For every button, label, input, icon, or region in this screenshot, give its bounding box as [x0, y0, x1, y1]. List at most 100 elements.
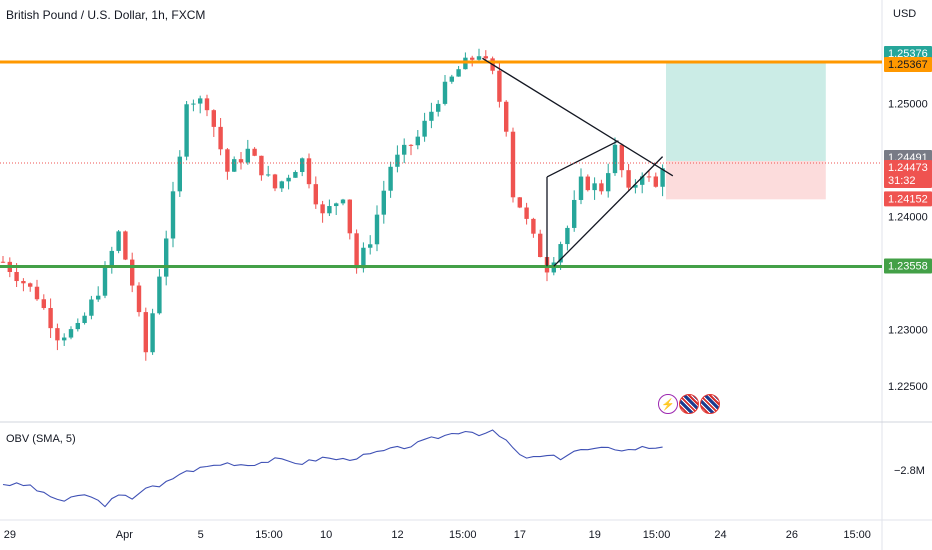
- candle-body: [374, 214, 380, 245]
- candle-body: [517, 197, 522, 208]
- long-position-stop-zone: [666, 161, 826, 200]
- candle-body: [41, 299, 46, 309]
- candle-body: [0, 261, 6, 263]
- candle-body: [136, 285, 142, 313]
- candle-body: [306, 158, 312, 185]
- candle-body: [504, 101, 509, 132]
- candle-body: [347, 199, 352, 234]
- candle-body: [170, 191, 176, 239]
- candle-body: [640, 176, 645, 185]
- candle-body: [402, 144, 407, 155]
- candle-body: [116, 231, 121, 251]
- candle-body: [320, 204, 325, 214]
- candle-body: [21, 281, 26, 284]
- obv-series-line: [2, 429, 663, 508]
- candle-body: [198, 98, 203, 104]
- candle-body: [565, 227, 570, 245]
- candle-body: [218, 126, 223, 150]
- candle-body: [653, 176, 658, 187]
- candle-body: [293, 171, 298, 178]
- candle-body: [14, 271, 19, 282]
- candle-body: [272, 174, 278, 189]
- candle-body: [89, 299, 94, 316]
- candle-body: [164, 238, 169, 277]
- candle-body: [646, 176, 652, 178]
- candle-body: [245, 148, 250, 163]
- candle-body: [470, 57, 475, 60]
- candle-body: [456, 69, 461, 77]
- candle-body: [68, 329, 74, 338]
- candle-body: [300, 158, 305, 172]
- lightning-icon[interactable]: ⚡: [658, 394, 678, 414]
- support-line-price-label: 1.23558: [888, 260, 928, 272]
- candle-body: [558, 244, 563, 263]
- uk-flag-icon[interactable]: [700, 394, 720, 414]
- x-tick-label: 15:00: [255, 529, 283, 541]
- candle-body: [232, 159, 237, 172]
- candle-body: [633, 184, 638, 188]
- candle-body: [75, 322, 80, 330]
- candle-body: [225, 149, 230, 172]
- obv-indicator-label[interactable]: OBV (SMA, 5): [6, 433, 76, 445]
- candle-body: [150, 313, 155, 353]
- y-tick-label: 1.24000: [888, 212, 928, 224]
- candle-body: [259, 155, 264, 176]
- x-tick-label: 24: [714, 529, 726, 541]
- candle-body: [340, 199, 346, 204]
- x-tick-label: 29: [4, 529, 16, 541]
- obv-tick-label: −2.8M: [894, 465, 925, 477]
- resistance-line-price-tag: [884, 56, 932, 72]
- candle-body: [381, 190, 386, 215]
- candle-body: [578, 176, 584, 200]
- candle-body: [368, 244, 373, 248]
- trend-line: [553, 156, 664, 267]
- candle-body: [286, 177, 291, 182]
- last-price-price-label: 1.24473: [888, 162, 928, 174]
- y-tick-label: 1.25000: [888, 98, 928, 110]
- candle-body: [157, 276, 162, 314]
- uk-flag-icon[interactable]: [679, 394, 699, 414]
- candle-body: [612, 144, 618, 174]
- x-tick-label: 17: [514, 529, 526, 541]
- candle-body: [361, 247, 366, 269]
- y-tick-label: 1.23000: [888, 325, 928, 337]
- candle-body: [408, 144, 414, 146]
- candle-body: [177, 156, 182, 192]
- candle-body: [572, 199, 577, 228]
- candle-body: [266, 174, 271, 176]
- last-price-price-tag: [884, 160, 932, 189]
- candle-body: [388, 166, 393, 191]
- candle-body: [592, 183, 597, 191]
- candle-body: [279, 181, 284, 189]
- candle-body: [442, 81, 448, 104]
- x-tick-label: 15:00: [843, 529, 871, 541]
- candle-body: [184, 104, 189, 157]
- x-tick-label: 15:00: [643, 529, 671, 541]
- stop-loss-price-tag: [884, 191, 932, 207]
- candle-body: [606, 173, 611, 192]
- candle-body: [524, 207, 529, 219]
- x-tick-label: 19: [589, 529, 601, 541]
- candle-body: [395, 154, 400, 167]
- candle-body: [422, 120, 427, 137]
- candle-body: [585, 176, 590, 191]
- chart-title: British Pound / U.S. Dollar, 1h, FXCM: [6, 8, 206, 22]
- candle-body: [48, 308, 53, 329]
- candle-body: [252, 148, 257, 156]
- candle-body: [497, 70, 502, 102]
- candle-body: [211, 110, 216, 127]
- bar-countdown-label: 31:32: [888, 175, 916, 187]
- candle-body: [28, 283, 33, 287]
- long-target-price-label: 1.25376: [888, 48, 928, 60]
- candle-body: [429, 111, 434, 121]
- x-tick-label: 15:00: [449, 529, 477, 541]
- stop-loss-price-label: 1.24152: [888, 193, 928, 205]
- support-line-price-tag: [884, 258, 932, 274]
- candle-body: [109, 250, 114, 266]
- x-tick-label: 26: [786, 529, 798, 541]
- candle-body: [130, 259, 135, 286]
- candle-body: [123, 231, 128, 260]
- candle-body: [238, 159, 244, 163]
- candle-body: [436, 103, 441, 112]
